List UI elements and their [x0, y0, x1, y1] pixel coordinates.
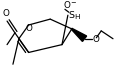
Text: O: O [3, 9, 9, 18]
Text: O: O [92, 35, 99, 44]
Text: O: O [25, 24, 32, 33]
Text: S: S [68, 11, 74, 20]
Text: H: H [74, 14, 79, 20]
Text: O: O [64, 1, 71, 10]
Polygon shape [71, 28, 87, 41]
Text: −: − [70, 0, 75, 6]
